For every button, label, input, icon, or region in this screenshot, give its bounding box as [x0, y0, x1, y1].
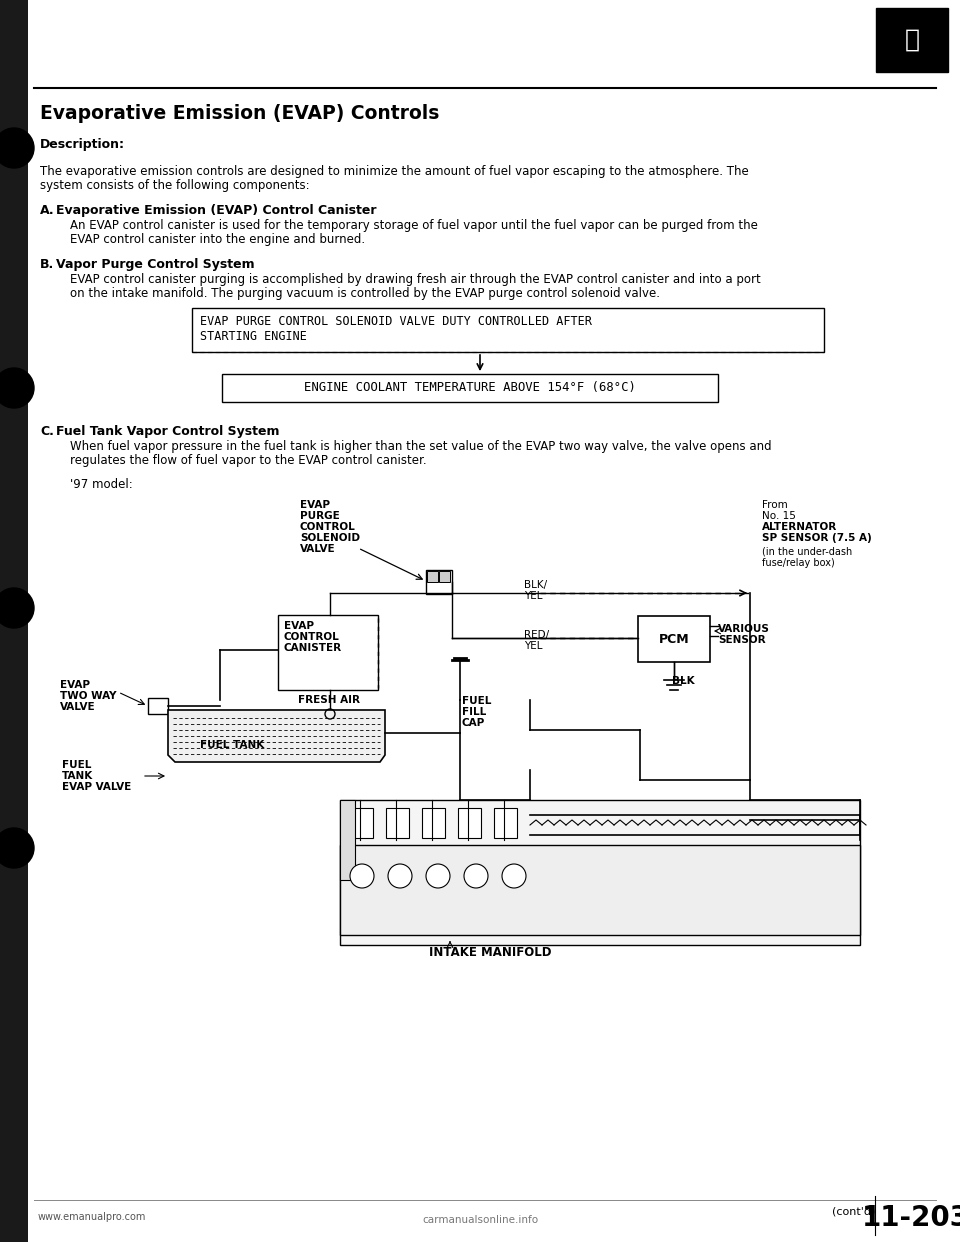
Text: PURGE: PURGE: [300, 510, 340, 520]
Bar: [422, 809, 445, 838]
Text: C.: C.: [40, 425, 54, 438]
Text: EVAP PURGE CONTROL SOLENOID VALVE DUTY CONTROLLED AFTER: EVAP PURGE CONTROL SOLENOID VALVE DUTY C…: [200, 315, 592, 328]
Text: CONTROL: CONTROL: [284, 632, 340, 642]
Text: 🔑: 🔑: [904, 29, 920, 52]
Text: SOLENOID: SOLENOID: [300, 533, 360, 543]
Text: FILL: FILL: [462, 707, 487, 717]
Text: on the intake manifold. The purging vacuum is controlled by the EVAP purge contr: on the intake manifold. The purging vacu…: [70, 287, 660, 301]
Text: regulates the flow of fuel vapor to the EVAP control canister.: regulates the flow of fuel vapor to the …: [70, 455, 426, 467]
Text: BLK: BLK: [672, 676, 695, 686]
Text: RED/: RED/: [524, 630, 549, 640]
Text: SP SENSOR (7.5 A): SP SENSOR (7.5 A): [762, 533, 872, 543]
Text: PCM: PCM: [659, 633, 689, 646]
Circle shape: [0, 587, 34, 628]
Text: CANISTER: CANISTER: [284, 643, 342, 653]
Text: ENGINE COOLANT TEMPERATURE ABOVE 154°F (68°C): ENGINE COOLANT TEMPERATURE ABOVE 154°F (…: [304, 381, 636, 394]
Text: ALTERNATOR: ALTERNATOR: [762, 522, 837, 532]
Text: EVAP: EVAP: [60, 681, 90, 691]
Text: Evaporative Emission (EVAP) Control Canister: Evaporative Emission (EVAP) Control Cani…: [56, 204, 376, 217]
Text: B.: B.: [40, 258, 55, 271]
Text: EVAP: EVAP: [284, 621, 314, 631]
Bar: [426, 570, 452, 594]
Bar: [340, 800, 355, 881]
Circle shape: [0, 368, 34, 409]
Text: system consists of the following components:: system consists of the following compone…: [40, 179, 310, 193]
Text: A.: A.: [40, 204, 55, 217]
PathPatch shape: [168, 710, 385, 763]
Bar: [192, 308, 824, 351]
Bar: [494, 809, 517, 838]
Bar: [458, 809, 481, 838]
Text: FUEL: FUEL: [462, 696, 492, 705]
Bar: [278, 615, 378, 691]
Text: An EVAP control canister is used for the temporary storage of fuel vapor until t: An EVAP control canister is used for the…: [70, 219, 757, 232]
Bar: [350, 809, 373, 838]
Text: INTAKE MANIFOLD: INTAKE MANIFOLD: [429, 946, 551, 959]
Circle shape: [0, 828, 34, 868]
Text: FRESH AIR: FRESH AIR: [298, 696, 360, 705]
Bar: [0, 0, 28, 1242]
Text: Fuel Tank Vapor Control System: Fuel Tank Vapor Control System: [56, 425, 279, 438]
Text: www.emanualpro.com: www.emanualpro.com: [38, 1212, 146, 1222]
Text: Vapor Purge Control System: Vapor Purge Control System: [56, 258, 254, 271]
Text: STARTING ENGINE: STARTING ENGINE: [200, 330, 307, 343]
Text: Evaporative Emission (EVAP) Controls: Evaporative Emission (EVAP) Controls: [40, 104, 440, 123]
Text: fuse/relay box): fuse/relay box): [762, 558, 835, 568]
Text: TWO WAY: TWO WAY: [60, 691, 116, 700]
Text: When fuel vapor pressure in the fuel tank is higher than the set value of the EV: When fuel vapor pressure in the fuel tan…: [70, 440, 772, 453]
Text: FUEL: FUEL: [62, 760, 91, 770]
Bar: [340, 800, 860, 945]
Text: (in the under-dash: (in the under-dash: [762, 546, 852, 556]
Bar: [439, 571, 450, 582]
Text: VALVE: VALVE: [60, 702, 96, 712]
Text: '97 model:: '97 model:: [70, 478, 132, 491]
Text: EVAP control canister purging is accomplished by drawing fresh air through the E: EVAP control canister purging is accompl…: [70, 273, 760, 286]
Text: No. 15: No. 15: [762, 510, 796, 520]
Text: EVAP: EVAP: [300, 501, 330, 510]
Text: EVAP control canister into the engine and burned.: EVAP control canister into the engine an…: [70, 233, 365, 246]
Text: VARIOUS: VARIOUS: [718, 623, 770, 633]
Text: The evaporative emission controls are designed to minimize the amount of fuel va: The evaporative emission controls are de…: [40, 165, 749, 178]
Circle shape: [502, 864, 526, 888]
Text: CAP: CAP: [462, 718, 485, 728]
Text: FUEL TANK: FUEL TANK: [200, 740, 264, 750]
Bar: [638, 616, 710, 662]
Circle shape: [350, 864, 374, 888]
Bar: [386, 809, 409, 838]
Text: TANK: TANK: [62, 771, 93, 781]
Text: VALVE: VALVE: [300, 544, 336, 554]
Circle shape: [388, 864, 412, 888]
Circle shape: [426, 864, 450, 888]
Text: CONTROL: CONTROL: [300, 522, 356, 532]
Text: YEL: YEL: [524, 641, 542, 651]
Text: SENSOR: SENSOR: [718, 635, 766, 645]
Bar: [427, 571, 438, 582]
Bar: [148, 698, 168, 714]
Bar: [340, 845, 860, 935]
Circle shape: [464, 864, 488, 888]
Text: From: From: [762, 501, 788, 510]
Text: YEL: YEL: [524, 591, 542, 601]
Circle shape: [0, 128, 34, 168]
Text: BLK/: BLK/: [524, 580, 547, 590]
Text: Description:: Description:: [40, 138, 125, 152]
Text: 11-203: 11-203: [862, 1203, 960, 1232]
Bar: [222, 374, 718, 402]
Text: carmanualsonline.info: carmanualsonline.info: [422, 1215, 538, 1225]
Text: (cont'd): (cont'd): [831, 1207, 875, 1217]
Text: EVAP VALVE: EVAP VALVE: [62, 782, 132, 792]
Bar: [876, 7, 948, 72]
